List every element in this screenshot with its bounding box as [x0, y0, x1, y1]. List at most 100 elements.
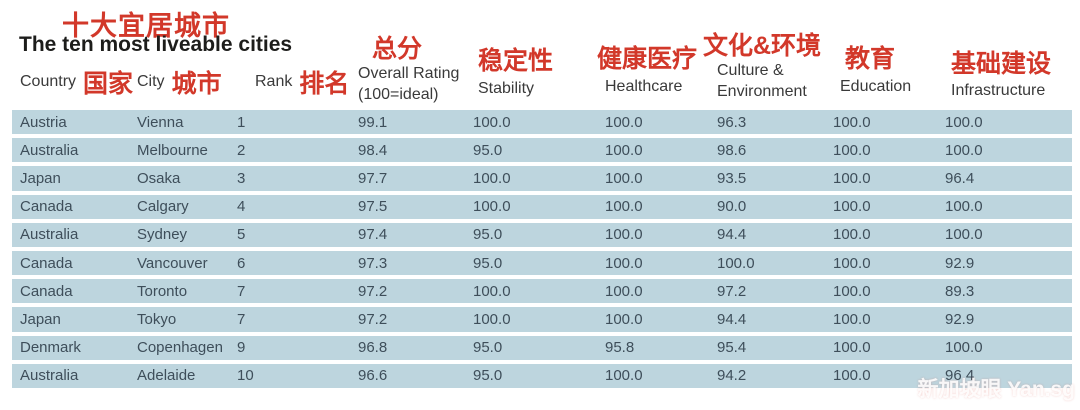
cell-overall-rating: 98.4	[358, 141, 388, 159]
cell-city: Adelaide	[137, 367, 196, 385]
cell-culture: 94.2	[717, 367, 747, 385]
cell-healthcare: 100.0	[605, 169, 643, 187]
cell-infrastructure: 100.0	[945, 226, 983, 244]
cell-rank: 9	[237, 339, 246, 357]
column-header-infrastructure-en: Infrastructure	[951, 82, 1046, 99]
column-header-overall-sub: (100=ideal)	[358, 86, 439, 103]
cell-rank: 10	[237, 367, 254, 385]
cell-overall-rating: 97.2	[358, 310, 388, 328]
cell-culture: 94.4	[717, 226, 747, 244]
cell-education: 100.0	[833, 310, 871, 328]
cell-culture: 95.4	[717, 339, 747, 357]
page-title-chinese: 十大宜居城市	[62, 11, 230, 41]
column-header-city-zh: 城市	[171, 70, 222, 98]
cell-education: 100.0	[833, 169, 871, 187]
column-header-rank-en: Rank	[255, 73, 293, 90]
cell-overall-rating: 97.2	[358, 282, 388, 300]
cell-city: Tokyo	[137, 310, 177, 328]
cell-overall-rating: 97.4	[358, 226, 388, 244]
column-header-infrastructure-zh: 基础建设	[951, 50, 1052, 78]
cell-country: Japan	[20, 310, 61, 328]
table-row: Japan Osaka 3 97.7 100.0 100.0 93.5 100.…	[12, 166, 1072, 191]
cell-rank: 3	[237, 169, 246, 187]
column-header-healthcare-zh: 健康医疗	[597, 45, 698, 73]
column-header-stability-en: Stability	[478, 80, 535, 97]
cell-overall-rating: 99.1	[358, 113, 388, 131]
cell-rank: 7	[237, 310, 246, 328]
cell-education: 100.0	[833, 367, 871, 385]
cell-education: 100.0	[833, 282, 871, 300]
cell-education: 100.0	[833, 254, 871, 272]
table-row: Denmark Copenhagen 9 96.8 95.0 95.8 95.4…	[12, 335, 1072, 360]
cell-education: 100.0	[833, 226, 871, 244]
cell-healthcare: 100.0	[605, 226, 643, 244]
cell-country: Denmark	[20, 339, 81, 357]
cell-country: Japan	[20, 169, 61, 187]
cell-healthcare: 100.0	[605, 367, 643, 385]
table-row: Canada Vancouver 6 97.3 95.0 100.0 100.0…	[12, 250, 1072, 276]
cell-infrastructure: 100.0	[945, 339, 983, 357]
cell-city: Sydney	[137, 226, 188, 244]
column-header-culture-environment: 文化&环境 Culture & Environment	[703, 33, 821, 102]
cell-stability: 95.0	[473, 254, 503, 272]
column-header-country-en: Country	[20, 73, 77, 90]
cell-rank: 2	[237, 141, 246, 159]
cell-overall-rating: 97.7	[358, 169, 388, 187]
cell-city: Osaka	[137, 169, 181, 187]
column-header-country: Country 国家	[20, 64, 133, 100]
column-header-overall-zh: 总分	[372, 35, 423, 63]
column-header-culture-en-line2: Environment	[717, 83, 807, 100]
cell-stability: 95.0	[473, 141, 503, 159]
column-header-city-en: City	[137, 73, 165, 90]
column-header-culture-zh: 文化&环境	[703, 32, 822, 60]
column-header-culture-en-line1: Culture &	[717, 62, 784, 79]
cell-stability: 100.0	[473, 169, 511, 187]
cell-city: Melbourne	[137, 141, 208, 159]
column-header-country-zh: 国家	[83, 70, 134, 98]
table-row: Canada Toronto 7 97.2 100.0 100.0 97.2 1…	[12, 279, 1072, 304]
cell-culture: 90.0	[717, 198, 747, 216]
table-row: Japan Tokyo 7 97.2 100.0 100.0 94.4 100.…	[12, 307, 1072, 332]
watermark-logo: 新加坡眼 Yan.sg	[917, 378, 1075, 401]
cell-healthcare: 100.0	[605, 113, 643, 131]
table-row: Canada Calgary 4 97.5 100.0 100.0 90.0 1…	[12, 194, 1072, 219]
table-row: Australia Adelaide 10 96.6 95.0 100.0 94…	[12, 363, 1072, 388]
cell-city: Copenhagen	[137, 339, 223, 357]
cell-infrastructure: 100.0	[945, 141, 983, 159]
cell-infrastructure: 92.9	[945, 310, 975, 328]
cell-education: 100.0	[833, 113, 871, 131]
cell-healthcare: 100.0	[605, 254, 643, 272]
column-header-stability: 稳定性 Stability	[478, 48, 553, 99]
cell-rank: 1	[237, 113, 246, 131]
cell-healthcare: 100.0	[605, 198, 643, 216]
cell-rank: 4	[237, 198, 246, 216]
column-header-healthcare: 健康医疗 Healthcare	[597, 46, 697, 97]
cell-stability: 95.0	[473, 226, 503, 244]
table-row: Australia Melbourne 2 98.4 95.0 100.0 98…	[12, 138, 1072, 163]
cell-overall-rating: 96.6	[358, 367, 388, 385]
cell-culture: 97.2	[717, 282, 747, 300]
column-header-stability-zh: 稳定性	[478, 47, 554, 75]
cell-stability: 100.0	[473, 282, 511, 300]
column-header-education-zh: 教育	[845, 45, 896, 73]
cell-country: Australia	[20, 226, 79, 244]
column-header-rank: Rank 排名	[255, 64, 349, 100]
cell-infrastructure: 100.0	[945, 198, 983, 216]
cell-infrastructure: 96.4	[945, 367, 975, 385]
cell-stability: 100.0	[473, 310, 511, 328]
column-header-education: 教育 Education	[840, 46, 911, 97]
cell-country: Australia	[20, 141, 79, 159]
cell-rank: 7	[237, 282, 246, 300]
cell-stability: 95.0	[473, 367, 503, 385]
cell-stability: 100.0	[473, 198, 511, 216]
cell-healthcare: 95.8	[605, 339, 635, 357]
column-header-rank-zh: 排名	[299, 70, 350, 98]
cell-rank: 6	[237, 254, 246, 272]
cell-culture: 100.0	[717, 254, 755, 272]
cell-country: Canada	[20, 254, 73, 272]
cell-infrastructure: 92.9	[945, 254, 975, 272]
table-row: Austria Vienna 1 99.1 100.0 100.0 96.3 1…	[12, 110, 1072, 135]
cell-city: Vienna	[137, 113, 184, 131]
cell-city: Toronto	[137, 282, 188, 300]
